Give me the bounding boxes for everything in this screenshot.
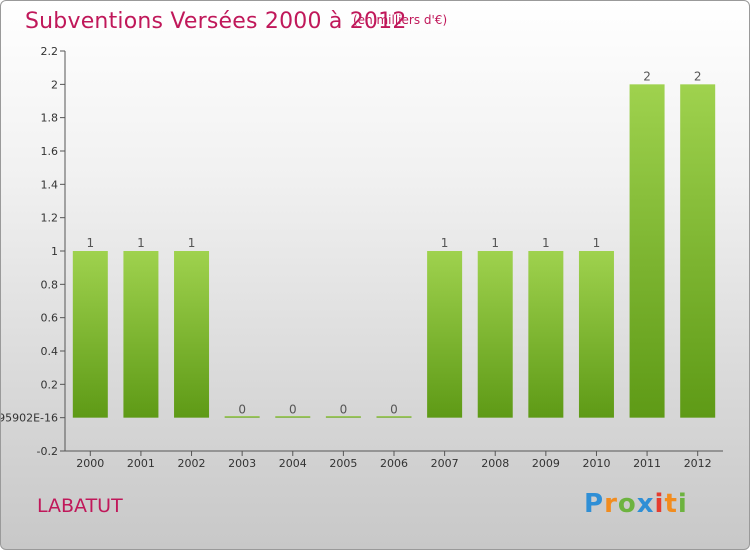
x-tick-label: 2006 bbox=[380, 457, 408, 470]
data-label: 0 bbox=[390, 403, 398, 417]
y-tick-label: 0.2 bbox=[41, 378, 59, 391]
chart-title: Subventions Versées 2000 à 2012 bbox=[25, 9, 407, 34]
data-label: 2 bbox=[643, 69, 651, 83]
x-tick-label: 2011 bbox=[633, 457, 661, 470]
bar bbox=[528, 251, 564, 418]
data-label: 0 bbox=[289, 403, 297, 417]
x-tick-label: 2010 bbox=[582, 457, 610, 470]
x-tick-label: 2007 bbox=[431, 457, 459, 470]
proxiti-logo[interactable]: Proxiti bbox=[584, 489, 688, 519]
x-tick-label: 2012 bbox=[684, 457, 712, 470]
x-tick-label: 2003 bbox=[228, 457, 256, 470]
y-tick-label: 1 bbox=[51, 245, 58, 258]
x-tick-label: 2009 bbox=[532, 457, 560, 470]
bar bbox=[427, 251, 463, 418]
data-label: 1 bbox=[86, 236, 94, 250]
bar bbox=[376, 416, 412, 418]
x-tick-label: 2000 bbox=[76, 457, 104, 470]
bar bbox=[224, 416, 260, 418]
data-label: 1 bbox=[188, 236, 196, 250]
data-label: 1 bbox=[593, 236, 601, 250]
y-tick-label: 1.6 bbox=[41, 145, 59, 158]
bar bbox=[275, 416, 311, 418]
bar bbox=[477, 251, 513, 418]
x-tick-label: 2001 bbox=[127, 457, 155, 470]
bar bbox=[72, 251, 108, 418]
bar bbox=[578, 251, 614, 418]
data-label: 0 bbox=[340, 403, 348, 417]
bar bbox=[174, 251, 210, 418]
data-label: 1 bbox=[441, 236, 449, 250]
chart-subtitle: (en milliers d'€) bbox=[353, 13, 448, 27]
y-tick-label: 1.2 bbox=[41, 212, 59, 225]
data-label: 1 bbox=[542, 236, 550, 250]
bar bbox=[123, 251, 159, 418]
y-tick-label: 2.2 bbox=[41, 45, 59, 58]
y-tick-label: 1.4 bbox=[41, 178, 59, 191]
x-tick-label: 2008 bbox=[481, 457, 509, 470]
x-tick-label: 2004 bbox=[279, 457, 307, 470]
data-label: 2 bbox=[694, 69, 702, 83]
commune-name: LABATUT bbox=[37, 495, 123, 517]
y-tick-label: -1.5265566588595902E-16 bbox=[1, 412, 58, 425]
y-tick-label: 0.6 bbox=[41, 312, 59, 325]
y-tick-label: 0.8 bbox=[41, 278, 59, 291]
y-tick-label: 0.4 bbox=[41, 345, 59, 358]
data-label: 0 bbox=[238, 403, 246, 417]
y-tick-label: 2 bbox=[51, 78, 58, 91]
bar bbox=[325, 416, 361, 418]
y-tick-label: -0.2 bbox=[37, 445, 58, 458]
x-tick-label: 2005 bbox=[329, 457, 357, 470]
x-tick-label: 2002 bbox=[178, 457, 206, 470]
bar bbox=[629, 84, 665, 418]
bar bbox=[680, 84, 716, 418]
y-tick-label: 1.8 bbox=[41, 112, 59, 125]
data-label: 1 bbox=[491, 236, 499, 250]
data-label: 1 bbox=[137, 236, 145, 250]
